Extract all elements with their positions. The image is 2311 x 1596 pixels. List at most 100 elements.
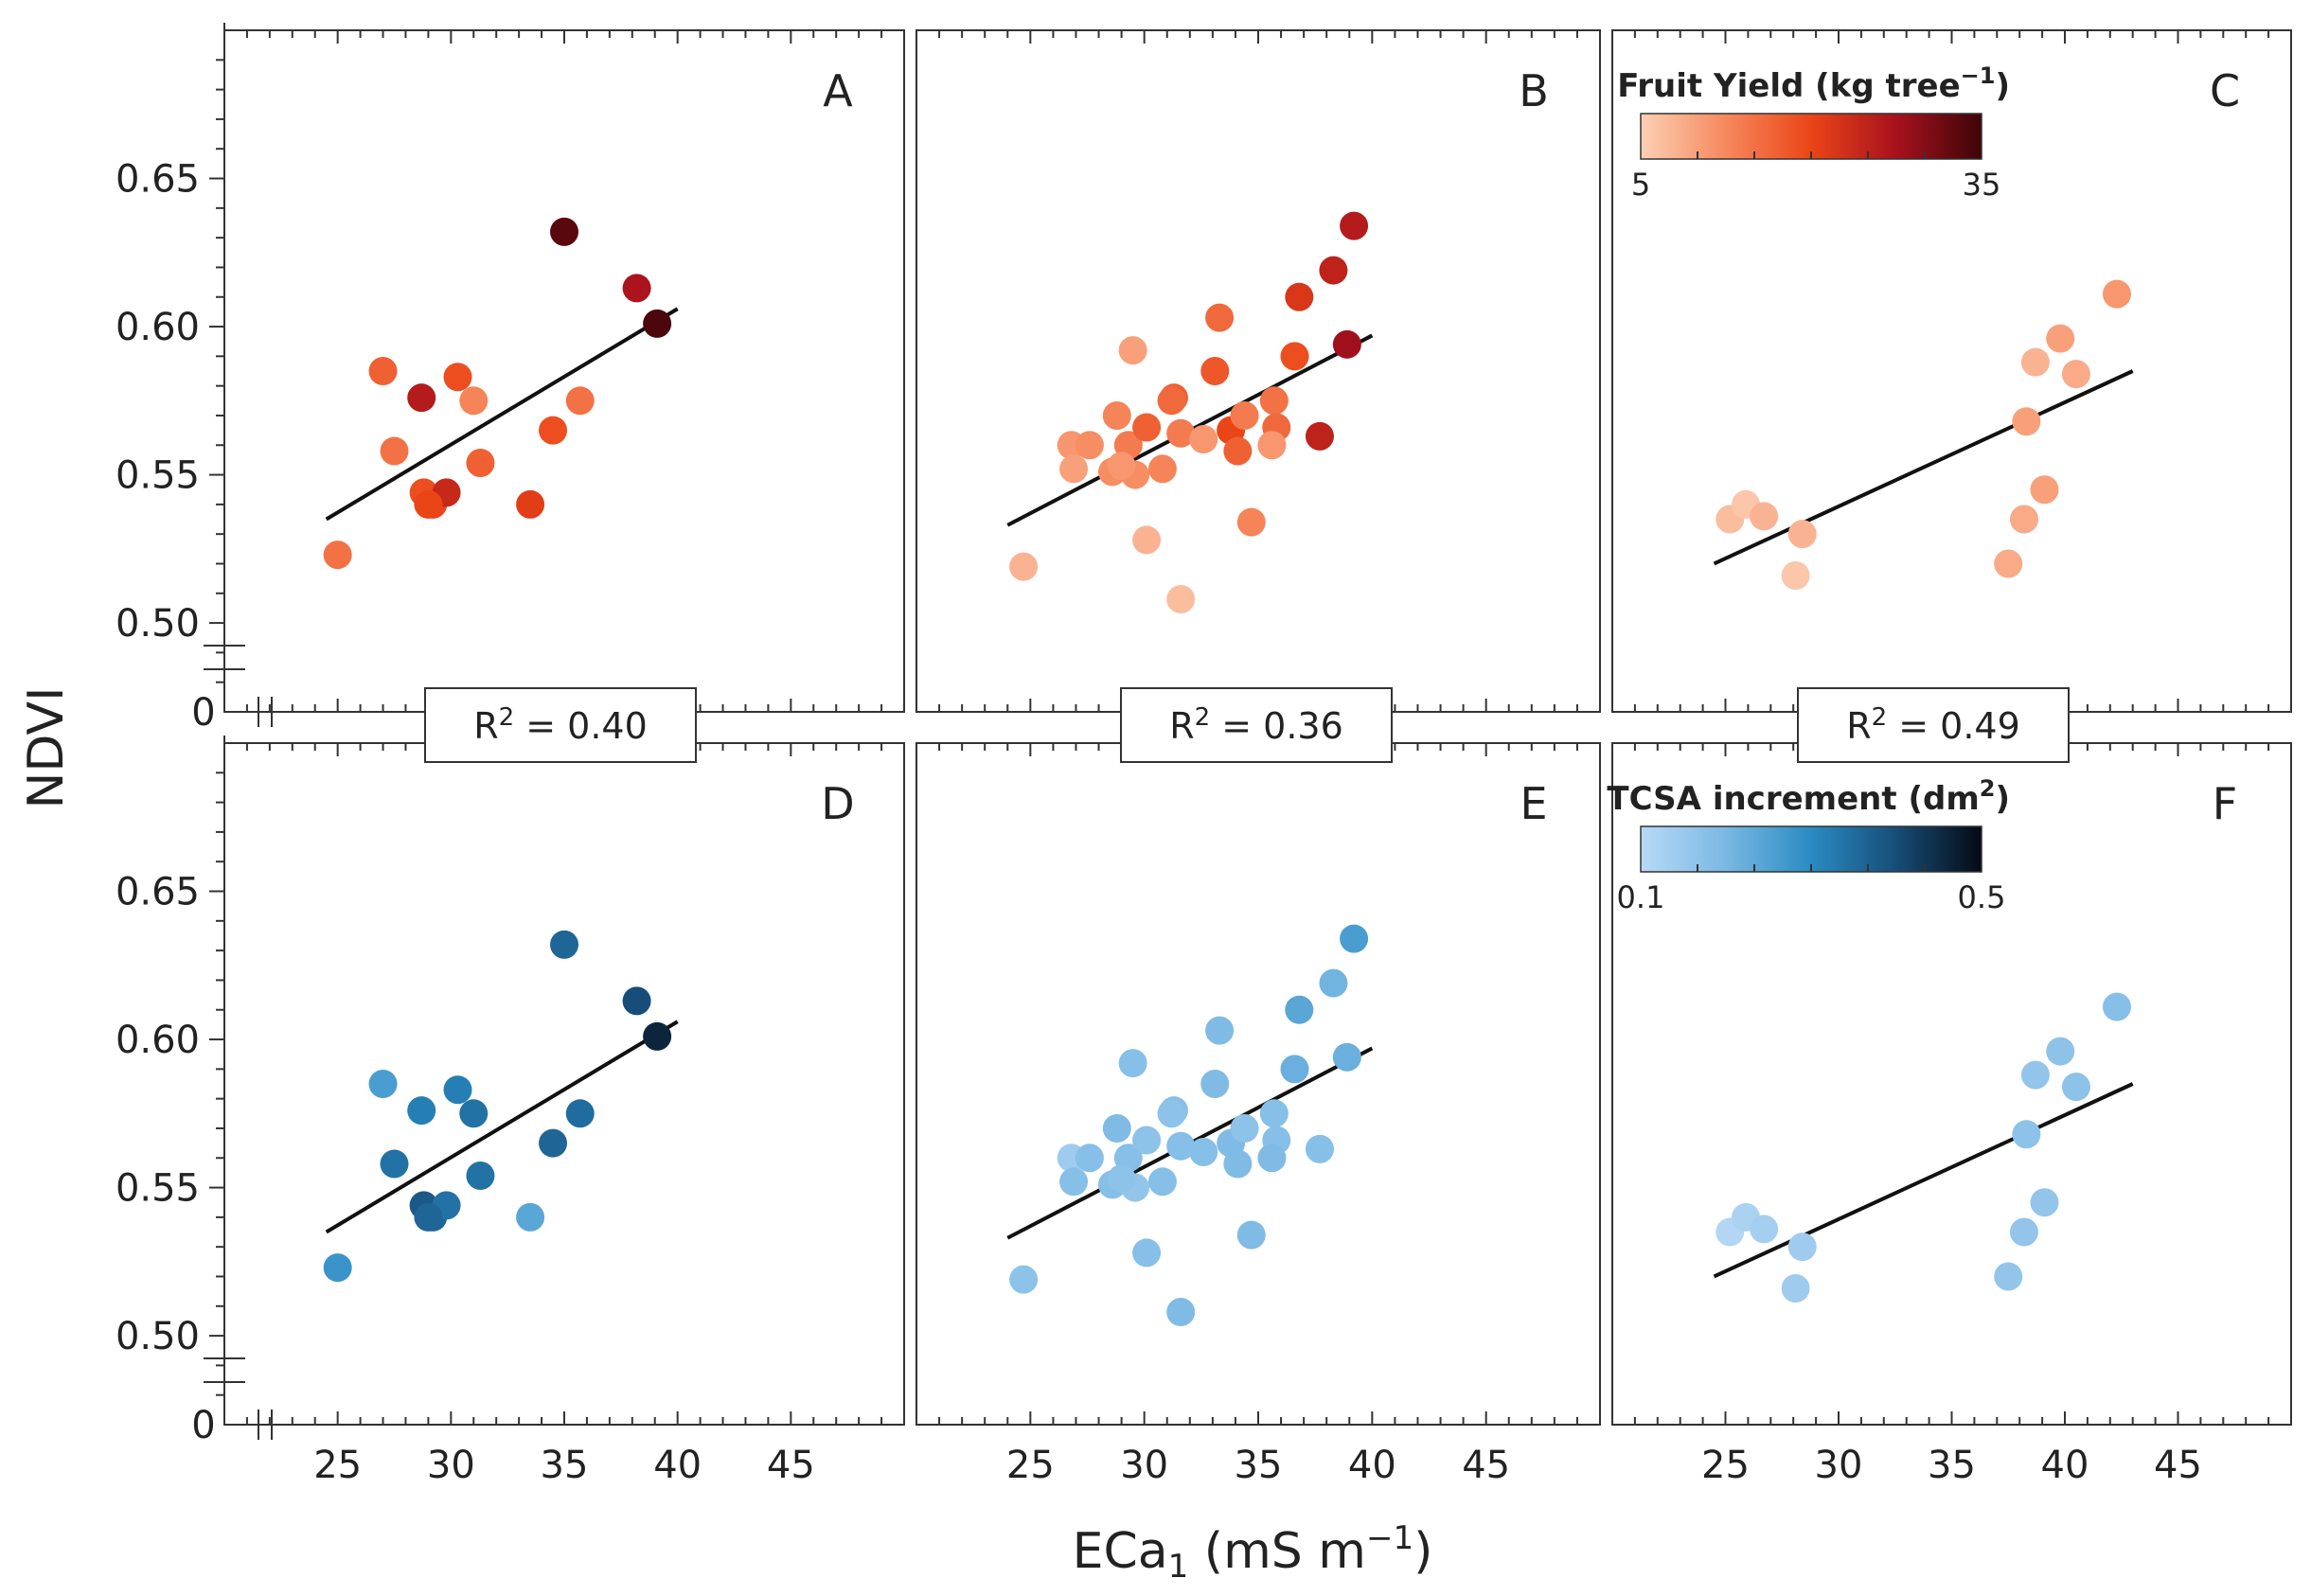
colorbar-max-label: 0.5 bbox=[1958, 879, 2006, 915]
data-point bbox=[1205, 303, 1235, 332]
data-point bbox=[1132, 1126, 1162, 1155]
data-point bbox=[2030, 1188, 2059, 1217]
data-point bbox=[2012, 407, 2041, 436]
r2-box-frame bbox=[1120, 687, 1393, 763]
regression-line bbox=[1713, 1082, 2134, 1279]
data-point bbox=[1059, 1167, 1089, 1197]
colorbar-title-text: Fruit Yield (kg tree bbox=[1617, 67, 1960, 105]
data-point bbox=[1257, 1144, 1287, 1173]
panel-b: B bbox=[916, 29, 1601, 713]
data-point bbox=[1994, 549, 2023, 578]
y-tick-label: 0.60 bbox=[116, 306, 200, 349]
data-point bbox=[1147, 1167, 1177, 1197]
data-point bbox=[2046, 324, 2075, 353]
y-axis-row-1: 0.50 0.55 0.60 0.65 0 bbox=[116, 23, 284, 735]
data-point bbox=[1157, 386, 1186, 416]
data-point bbox=[1332, 1042, 1361, 1072]
r2-box: R2 = 0.36 bbox=[1120, 687, 1393, 763]
data-point bbox=[1257, 431, 1287, 460]
colorbar-title-end: ) bbox=[1995, 780, 2010, 818]
r2-label: R2 = 0.49 bbox=[1846, 703, 2020, 747]
data-point bbox=[323, 541, 352, 570]
x-tick-label: 25 bbox=[313, 1444, 362, 1487]
panel-frame bbox=[223, 742, 905, 1426]
data-point bbox=[1205, 1016, 1235, 1045]
data-point bbox=[539, 416, 568, 445]
colorbar-title: TCSA increment (dm2) bbox=[1607, 775, 2010, 818]
panel-a: A bbox=[223, 29, 905, 713]
data-point bbox=[1166, 1298, 1196, 1327]
data-point bbox=[1223, 1149, 1253, 1179]
y-tick-label: 0.50 bbox=[116, 1315, 200, 1358]
colorbar-title-sup: −1 bbox=[1961, 62, 1996, 89]
data-point bbox=[2102, 992, 2131, 1021]
x-tick-label: 45 bbox=[2154, 1444, 2202, 1487]
x-axis-title-unit: (mS m bbox=[1188, 1523, 1366, 1580]
data-point bbox=[459, 1099, 489, 1128]
panel-frame bbox=[916, 742, 1601, 1426]
data-point bbox=[539, 1128, 568, 1158]
y-tick-label: 0.60 bbox=[116, 1019, 200, 1062]
regression-line bbox=[325, 1020, 679, 1234]
panel-frame bbox=[223, 29, 905, 713]
axis-zero-label: 0 bbox=[191, 691, 215, 735]
regression-line bbox=[1713, 369, 2134, 566]
data-point bbox=[1340, 924, 1369, 953]
data-point bbox=[1787, 520, 1817, 549]
r2-base: R bbox=[1169, 705, 1194, 747]
data-point bbox=[1319, 968, 1348, 998]
data-point bbox=[1319, 256, 1348, 285]
x-tick-label: 35 bbox=[541, 1444, 589, 1487]
data-point bbox=[414, 489, 443, 519]
data-point bbox=[380, 436, 409, 466]
x-tick-label: 40 bbox=[2041, 1444, 2089, 1487]
x-tick-label: 35 bbox=[1928, 1444, 1976, 1487]
data-point bbox=[368, 1070, 398, 1098]
data-point bbox=[407, 383, 436, 413]
data-point bbox=[1787, 1232, 1817, 1262]
data-point bbox=[1332, 329, 1361, 359]
data-point bbox=[1059, 454, 1089, 484]
r2-box: R2 = 0.40 bbox=[424, 687, 697, 763]
data-point bbox=[1340, 211, 1369, 240]
data-point bbox=[1107, 1164, 1136, 1194]
data-point bbox=[380, 1149, 409, 1179]
data-point bbox=[643, 1021, 672, 1051]
panel-label: C bbox=[2210, 65, 2240, 116]
data-point bbox=[1132, 413, 1162, 442]
x-axis-title-main: ECa bbox=[1073, 1523, 1168, 1580]
y-tick-label: 0.65 bbox=[116, 158, 200, 202]
data-point bbox=[368, 357, 398, 385]
y-tick-label: 0.50 bbox=[116, 602, 200, 646]
data-point bbox=[565, 386, 595, 416]
r2-base: R bbox=[1846, 705, 1871, 747]
panel-label: F bbox=[2213, 778, 2237, 829]
data-point bbox=[1075, 1144, 1104, 1173]
data-point bbox=[1118, 336, 1147, 365]
data-point bbox=[2012, 1120, 2041, 1149]
labels: NDVI ECa1 (mS m−1) bbox=[18, 687, 1432, 1586]
y-axis-row-2: 0.50 0.55 0.60 0.65 0 bbox=[116, 736, 284, 1447]
colorbar-min-label: 0.1 bbox=[1617, 879, 1665, 915]
data-point bbox=[1750, 502, 1779, 531]
data-point bbox=[1750, 1215, 1779, 1244]
r2-label: R2 = 0.40 bbox=[473, 703, 648, 747]
data-point bbox=[2009, 1217, 2038, 1247]
x-tick-label: 25 bbox=[1006, 1444, 1055, 1487]
data-point bbox=[622, 986, 651, 1016]
data-point bbox=[1781, 1274, 1810, 1303]
data-point bbox=[1781, 561, 1810, 590]
axes: 25 30 35 40 45 25 30 35 40 45 25 30 35 40 450.500.550.… bbox=[116, 23, 2202, 1487]
data-point bbox=[550, 930, 578, 959]
data-point bbox=[1305, 421, 1334, 451]
data-point bbox=[1994, 1262, 2023, 1291]
data-point bbox=[466, 1162, 495, 1191]
data-point bbox=[622, 274, 651, 303]
colorbar-title-text: TCSA increment (dm bbox=[1607, 780, 1979, 818]
panel-frame bbox=[916, 29, 1601, 713]
data-point bbox=[1147, 454, 1177, 484]
colorbar-title-end: ) bbox=[1995, 67, 2010, 105]
data-point bbox=[550, 217, 578, 246]
data-point bbox=[1009, 1265, 1039, 1294]
data-point bbox=[2020, 347, 2050, 377]
